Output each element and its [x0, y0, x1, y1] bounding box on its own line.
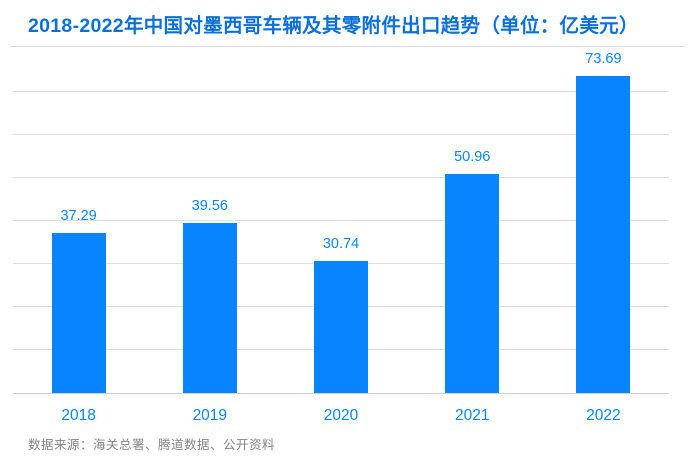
bar-value-label: 39.56: [191, 197, 228, 214]
title-divider: [10, 46, 684, 47]
bar-value-label: 73.69: [585, 51, 622, 68]
x-axis-labels: 2018 2019 2020 2021 2022: [13, 407, 669, 425]
bar-group-2022: 73.69: [538, 49, 669, 393]
bar-2021: [445, 173, 500, 393]
bar-2019: [182, 222, 237, 393]
x-axis-label-2019: 2019: [192, 407, 228, 424]
chart-title: 2018-2022年中国对墨西哥车辆及其零附件出口趋势（单位：亿美元）: [28, 15, 639, 37]
bar-group-2021: 50.96: [407, 49, 538, 393]
data-source-note: 数据来源：海关总署、腾道数据、公开资料: [28, 438, 276, 452]
bar-group-2018: 37.29: [13, 49, 144, 393]
bar-value-label: 30.74: [322, 235, 360, 252]
bar-value-label: 50.96: [454, 148, 491, 165]
bar-2022: [576, 76, 631, 393]
plot-area: 37.29 39.56 30.74 50.96 73.69: [13, 49, 669, 394]
bar-2020: [314, 260, 368, 393]
bar-group-2020: 30.74: [275, 49, 406, 393]
x-axis-label-2018: 2018: [61, 407, 96, 424]
bar-value-label: 37.29: [60, 207, 97, 224]
x-axis-label-2022: 2022: [586, 407, 621, 424]
gridline: [13, 91, 669, 92]
x-axis-label-2020: 2020: [323, 407, 359, 424]
gridline: [13, 220, 669, 221]
gridline: [13, 134, 669, 135]
gridline: [13, 177, 669, 178]
bars-layer: 37.29 39.56 30.74 50.96 73.69: [13, 49, 669, 393]
bar-2018: [51, 232, 106, 393]
x-axis-label-2021: 2021: [454, 407, 490, 424]
bar-group-2019: 39.56: [144, 49, 275, 393]
